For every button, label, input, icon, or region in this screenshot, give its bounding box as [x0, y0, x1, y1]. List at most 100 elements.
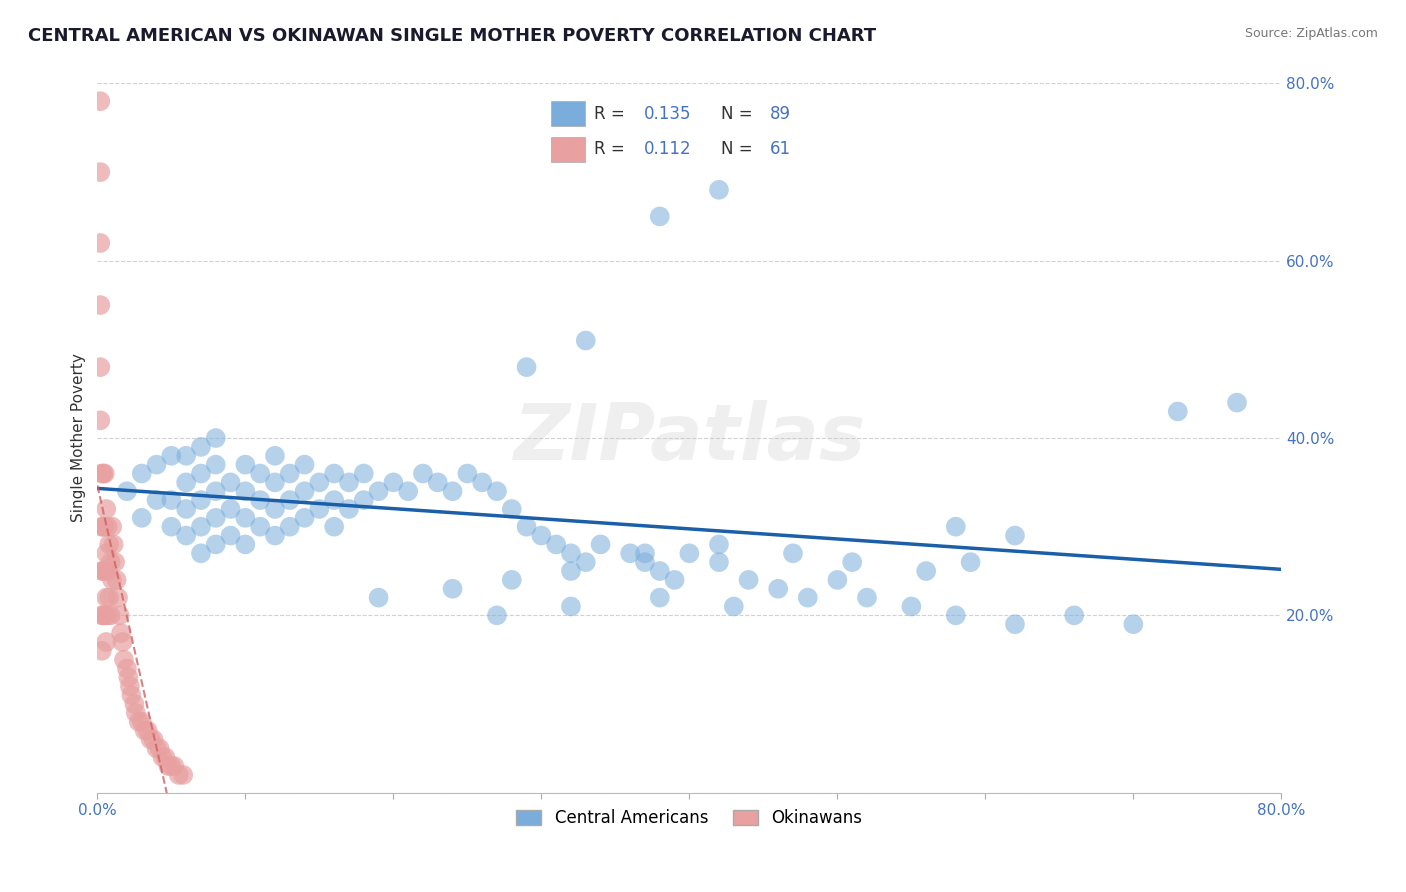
Point: [190, 519, 212, 533]
Point: [97, 608, 120, 623]
Point: [249, 519, 271, 533]
Point: [112, 653, 135, 667]
Point: [190, 493, 212, 508]
Point: [100, 608, 122, 623]
Point: [94, 564, 117, 578]
Point: [190, 467, 212, 481]
Point: [160, 493, 183, 508]
Point: [323, 467, 346, 481]
Point: [382, 475, 405, 490]
Point: [634, 555, 657, 569]
Point: [249, 493, 271, 508]
Point: [264, 449, 287, 463]
Point: [110, 626, 132, 640]
Point: [104, 555, 127, 569]
Point: [516, 360, 538, 375]
Point: [278, 519, 301, 533]
Point: [128, 714, 150, 729]
Point: [900, 599, 922, 614]
Text: 0.112: 0.112: [644, 140, 690, 158]
Point: [131, 511, 153, 525]
Point: [294, 458, 316, 472]
Point: [546, 537, 568, 551]
Point: [160, 449, 183, 463]
Point: [575, 334, 598, 348]
Point: [766, 582, 789, 596]
Text: N =: N =: [721, 140, 758, 158]
Point: [471, 475, 494, 490]
Point: [131, 467, 153, 481]
Point: [174, 502, 197, 516]
Point: [412, 467, 434, 481]
Point: [367, 591, 389, 605]
Point: [278, 467, 301, 481]
Point: [134, 723, 156, 738]
Point: [115, 484, 138, 499]
Point: [782, 546, 804, 560]
Point: [516, 519, 538, 533]
Point: [264, 475, 287, 490]
Point: [1063, 608, 1085, 623]
Point: [118, 679, 141, 693]
Point: [96, 502, 118, 516]
Text: ZIPatlas: ZIPatlas: [513, 400, 866, 476]
Point: [501, 502, 523, 516]
Point: [96, 591, 118, 605]
Text: Source: ZipAtlas.com: Source: ZipAtlas.com: [1244, 27, 1378, 40]
Point: [174, 528, 197, 542]
Text: 61: 61: [770, 140, 792, 158]
Point: [139, 732, 162, 747]
Point: [204, 537, 226, 551]
Text: 89: 89: [770, 105, 792, 123]
Point: [219, 475, 242, 490]
Point: [707, 537, 730, 551]
Point: [707, 555, 730, 569]
Point: [89, 235, 111, 250]
Point: [915, 564, 938, 578]
Point: [264, 528, 287, 542]
Point: [323, 519, 346, 533]
Point: [501, 573, 523, 587]
Point: [117, 670, 139, 684]
Point: [90, 644, 112, 658]
Point: [278, 493, 301, 508]
Point: [1004, 528, 1026, 542]
Point: [91, 608, 114, 623]
Point: [441, 484, 464, 499]
Point: [105, 573, 128, 587]
Point: [204, 431, 226, 445]
Point: [94, 608, 117, 623]
Point: [456, 467, 478, 481]
Point: [89, 298, 111, 312]
Point: [101, 573, 124, 587]
Point: [723, 599, 745, 614]
Point: [856, 591, 879, 605]
Point: [136, 723, 159, 738]
Point: [560, 599, 582, 614]
FancyBboxPatch shape: [551, 101, 585, 127]
Point: [107, 591, 129, 605]
Point: [367, 484, 389, 499]
Point: [145, 741, 167, 756]
Point: [89, 165, 111, 179]
Text: N =: N =: [721, 105, 758, 123]
Point: [90, 564, 112, 578]
Point: [167, 768, 190, 782]
Point: [160, 759, 183, 773]
Point: [619, 546, 641, 560]
Point: [353, 493, 375, 508]
Point: [145, 458, 167, 472]
Point: [1122, 617, 1144, 632]
Point: [235, 511, 257, 525]
Point: [98, 537, 121, 551]
Point: [160, 519, 183, 533]
Point: [148, 741, 170, 756]
Point: [174, 475, 197, 490]
Point: [174, 449, 197, 463]
Point: [308, 475, 330, 490]
Point: [530, 528, 553, 542]
Point: [115, 661, 138, 675]
Point: [1226, 395, 1249, 409]
Point: [827, 573, 849, 587]
Point: [131, 714, 153, 729]
